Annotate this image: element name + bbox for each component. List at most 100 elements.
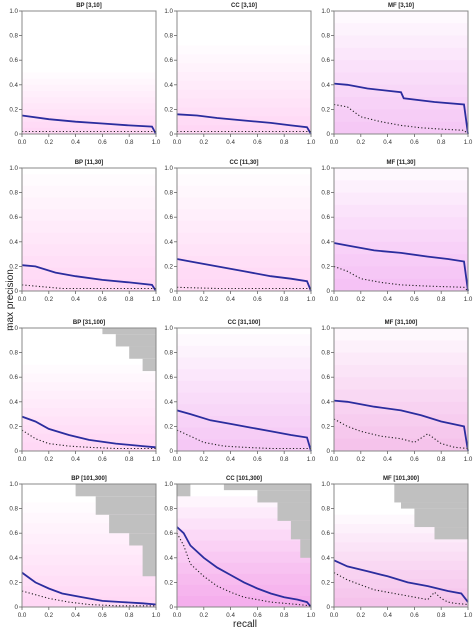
y-tick-label: 1.0: [9, 8, 18, 15]
density-band: [334, 597, 468, 607]
plot-frame: [176, 10, 312, 135]
y-tick-label: 1.0: [321, 481, 330, 488]
x-axis-label: recall: [233, 619, 257, 630]
y-tick-label: 0.6: [164, 214, 173, 221]
plot-area: [22, 11, 156, 134]
density-band: [334, 579, 468, 607]
mean-precision-line: [176, 258, 312, 292]
y-tick-label: 0.6: [9, 530, 18, 537]
y-tick-label: 0: [327, 131, 331, 138]
mean-precision-line: [333, 399, 469, 452]
plot-area: [334, 168, 468, 291]
y-tick-label: 0.4: [321, 82, 330, 89]
x-tick-label: 0.4: [383, 296, 392, 303]
y-tick-label: 0.8: [164, 33, 173, 40]
density-band: [22, 73, 156, 135]
x-tick-label: 0.8: [437, 139, 446, 146]
x-tick-label: 0.8: [125, 456, 134, 463]
density-band: [334, 241, 468, 291]
panel-2: MF [3,10] 0 0.2 0.4 0.6 0.8 1.0 0.0 0.2 0.4 0.6 0.8…: [321, 3, 472, 146]
y-tick-label: 1.0: [164, 481, 173, 488]
panel-7: CC [31,100] 0 0.2 0.4 0.6 0.8 1.0 0.0 0.2 0.4 0.6 0…: [164, 320, 315, 463]
no-data-region: [257, 490, 311, 503]
density-band: [177, 439, 311, 451]
x-tick-label: 0.2: [356, 296, 365, 303]
no-data-region: [142, 545, 156, 577]
density-band: [334, 426, 468, 451]
x-tick-label: 1.0: [152, 296, 161, 303]
baseline-dotted-line: [176, 532, 312, 607]
x-tick-label: 0.2: [44, 612, 53, 619]
x-tick-label: 0.0: [330, 612, 339, 619]
density-band: [334, 168, 468, 291]
mean-precision-line: [176, 113, 312, 135]
panel-title: BP [11,30]: [75, 160, 104, 166]
y-axis-label: max precision: [5, 269, 16, 331]
plot-frame: [176, 483, 312, 608]
density-band: [177, 540, 311, 607]
density-band: [334, 438, 468, 451]
density-band: [334, 278, 468, 291]
density-band: [177, 518, 311, 607]
plot-frame: [333, 10, 469, 135]
y-tick-label: 0.8: [164, 506, 173, 513]
panel-grid: BP [3,10] 0 0.2 0.4 0.6 0.8 1.0 0.0 0.2 0.4 0.6 0.8…: [9, 3, 472, 619]
density-band: [177, 404, 311, 451]
x-tick-label: 1.0: [152, 456, 161, 463]
y-tick-label: 1.0: [321, 165, 330, 172]
density-band: [177, 529, 311, 607]
x-tick-label: 0.6: [253, 456, 262, 463]
mean-precision-line: [176, 409, 312, 452]
x-tick-label: 0.2: [356, 612, 365, 619]
x-tick-label: 1.0: [464, 296, 473, 303]
y-tick-label: 0.8: [9, 350, 18, 357]
plot-frame: [333, 167, 469, 292]
density-band: [334, 180, 468, 291]
x-tick-label: 0.8: [280, 612, 289, 619]
x-tick-label: 0.8: [125, 612, 134, 619]
no-data-region: [115, 334, 156, 347]
plot-frame: [176, 167, 312, 292]
x-tick-label: 0.0: [173, 456, 182, 463]
x-tick-label: 0.8: [280, 139, 289, 146]
y-tick-label: 1.0: [164, 8, 173, 15]
x-tick-label: 0.0: [173, 139, 182, 146]
mean-precision-line: [333, 242, 469, 292]
y-tick-label: 0.8: [9, 190, 18, 197]
y-tick-label: 0: [170, 448, 174, 455]
panel-6: BP [31,100] 0 0.2 0.4 0.6 0.8 1.0 0.0 0.2 0.4 0.6 0…: [9, 320, 160, 463]
x-tick-label: 0.2: [199, 612, 208, 619]
panel-title: MF [31,100]: [385, 320, 418, 326]
x-tick-label: 1.0: [307, 612, 316, 619]
no-data-region: [129, 533, 156, 546]
plot-area: [177, 11, 311, 134]
y-tick-label: 0.6: [321, 57, 330, 64]
x-tick-label: 0.6: [253, 296, 262, 303]
panel-10: CC [101,300] 0 0.2 0.4 0.6 0.8 1.0 0.0 0.2 0.4 0.6…: [164, 476, 315, 619]
density-band: [177, 595, 311, 607]
y-tick-label: 0: [15, 131, 19, 138]
baseline-dotted-line: [21, 590, 156, 607]
baseline-dotted-line: [333, 103, 469, 135]
no-data-region: [414, 508, 468, 528]
x-tick-label: 0.4: [383, 456, 392, 463]
x-tick-label: 0.8: [280, 296, 289, 303]
x-tick-label: 1.0: [464, 456, 473, 463]
no-data-region: [300, 539, 311, 558]
density-band: [334, 533, 468, 607]
plot-frame: [176, 327, 312, 452]
y-tick-label: 0: [170, 288, 174, 295]
panel-8: MF [31,100] 0 0.2 0.4 0.6 0.8 1.0 0.0 0.2 0.4 0.6 0…: [321, 320, 472, 463]
y-tick-label: 0.6: [164, 57, 173, 64]
density-band: [177, 174, 311, 291]
x-tick-label: 1.0: [464, 139, 473, 146]
x-tick-label: 1.0: [152, 139, 161, 146]
y-tick-label: 1.0: [321, 8, 330, 15]
y-tick-label: 0.4: [321, 555, 330, 562]
panel-title: BP [31,100]: [73, 320, 105, 326]
y-tick-label: 1.0: [9, 165, 18, 172]
y-tick-label: 0.6: [164, 374, 173, 381]
plot-area: [334, 328, 468, 451]
density-band: [177, 427, 311, 451]
y-tick-label: 0.4: [9, 82, 18, 89]
